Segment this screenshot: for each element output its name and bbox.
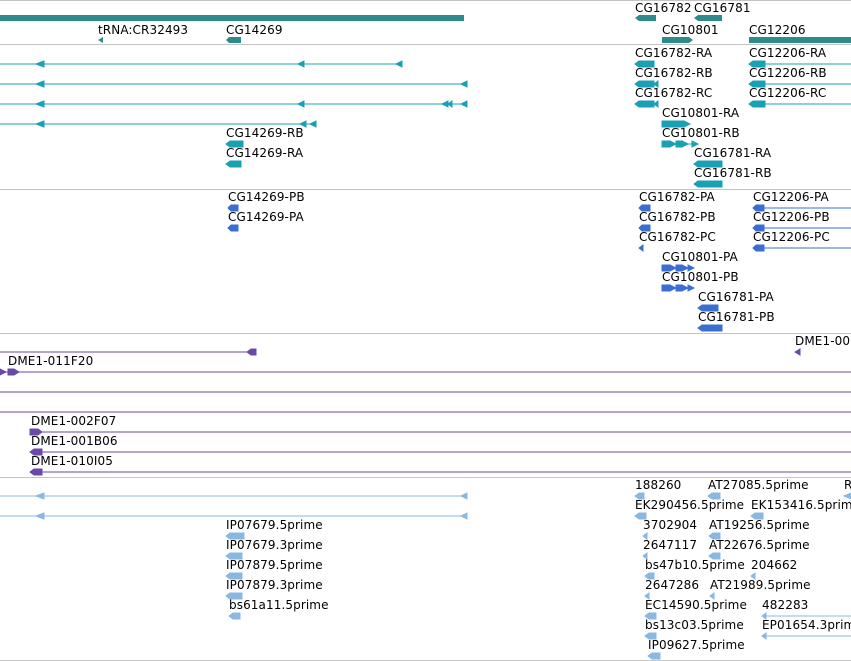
protein-label[interactable]: CG16781-PB: [698, 310, 775, 324]
est-label[interactable]: EK290456.5prime: [635, 498, 745, 512]
est-label[interactable]: EK153416.5prime: [751, 498, 851, 512]
est-label[interactable]: AT21989.5prime: [710, 578, 811, 592]
est-label[interactable]: EP01654.3prime: [762, 618, 851, 632]
gene-label[interactable]: CG10801: [662, 23, 719, 37]
track-separator: [0, 44, 851, 45]
track-separator: [0, 0, 851, 1]
est-label[interactable]: 482283: [762, 598, 809, 612]
transcript-label[interactable]: CG16782-RA: [635, 46, 713, 60]
protein-label[interactable]: CG14269-PB: [228, 190, 305, 204]
est-label[interactable]: R: [844, 478, 851, 492]
track-separator: [0, 189, 851, 190]
clone-label[interactable]: DME1-001B06: [31, 434, 118, 448]
clone-label[interactable]: DME1-011F20: [8, 354, 94, 368]
est-label[interactable]: IP09627.5prime: [648, 638, 745, 652]
est-label[interactable]: 2647117: [643, 538, 698, 552]
transcript-label[interactable]: CG10801-RA: [662, 106, 740, 120]
gene-label[interactable]: tRNA:CR32493: [98, 23, 189, 37]
transcript-label[interactable]: CG16782-RB: [635, 66, 713, 80]
gene-label[interactable]: CG14269: [226, 23, 283, 37]
gene-bar-cg12206: [749, 37, 851, 43]
gene-bar-trna: [98, 37, 103, 43]
gene-bar: [0, 15, 464, 21]
protein-label[interactable]: CG12206-PA: [753, 190, 829, 204]
est-label[interactable]: bs13c03.5prime: [645, 618, 744, 632]
gene-label[interactable]: CG16782: [635, 1, 692, 15]
est-label[interactable]: IP07879.3prime: [226, 578, 323, 592]
track-separator: [0, 333, 851, 334]
transcript-label[interactable]: CG14269-RB: [226, 126, 304, 140]
est-label[interactable]: 3702904: [643, 518, 698, 532]
transcript-label[interactable]: CG12206-RA: [749, 46, 827, 60]
transcript-label[interactable]: CG12206-RB: [749, 66, 827, 80]
est-label[interactable]: 204662: [751, 558, 798, 572]
est-label[interactable]: AT22676.5prime: [709, 538, 810, 552]
protein-label[interactable]: CG10801-PB: [662, 270, 739, 284]
protein-label[interactable]: CG10801-PA: [662, 250, 738, 264]
gene-bar-cg10801: [662, 37, 693, 43]
protein-label[interactable]: CG16782-PA: [639, 190, 715, 204]
protein-label[interactable]: CG12206-PB: [753, 210, 830, 224]
clone-label[interactable]: DME1-002F07: [31, 414, 117, 428]
protein-label[interactable]: CG12206-PC: [753, 230, 830, 244]
est-label[interactable]: IP07679.3prime: [226, 538, 323, 552]
transcript-label[interactable]: CG12206-RC: [749, 86, 827, 100]
protein-label[interactable]: CG14269-PA: [228, 210, 304, 224]
clone-label[interactable]: DME1-010I05: [31, 454, 113, 468]
est-label[interactable]: AT27085.5prime: [708, 478, 809, 492]
transcript-label[interactable]: CG10801-RB: [662, 126, 740, 140]
gene-bar-cg16781: [694, 15, 722, 21]
est-label[interactable]: 188260: [635, 478, 682, 492]
gene-label[interactable]: CG16781: [694, 1, 751, 15]
est-label[interactable]: IP07879.5prime: [226, 558, 323, 572]
transcript-label[interactable]: CG16781-RA: [694, 146, 772, 160]
est-label[interactable]: EC14590.5prime: [645, 598, 747, 612]
protein-label[interactable]: CG16782-PC: [639, 230, 716, 244]
gene-bar-cg14269: [226, 37, 241, 43]
transcript-label[interactable]: CG16782-RC: [635, 86, 713, 100]
est-label[interactable]: bs61a11.5prime: [229, 598, 329, 612]
gene-label[interactable]: CG12206: [749, 23, 806, 37]
gene-bar-cg16782: [635, 15, 656, 21]
track-separator: [0, 477, 851, 478]
protein-label[interactable]: CG16781-PA: [698, 290, 774, 304]
est-label[interactable]: bs47b10.5prime: [645, 558, 745, 572]
transcript-label[interactable]: CG14269-RA: [226, 146, 304, 160]
transcript-label[interactable]: CG16781-RB: [694, 166, 772, 180]
est-label[interactable]: AT19256.5prime: [709, 518, 810, 532]
clone-label[interactable]: DME1-00: [795, 334, 851, 348]
protein-label[interactable]: CG16782-PB: [639, 210, 716, 224]
est-label[interactable]: IP07679.5prime: [226, 518, 323, 532]
est-label[interactable]: 2647286: [645, 578, 700, 592]
